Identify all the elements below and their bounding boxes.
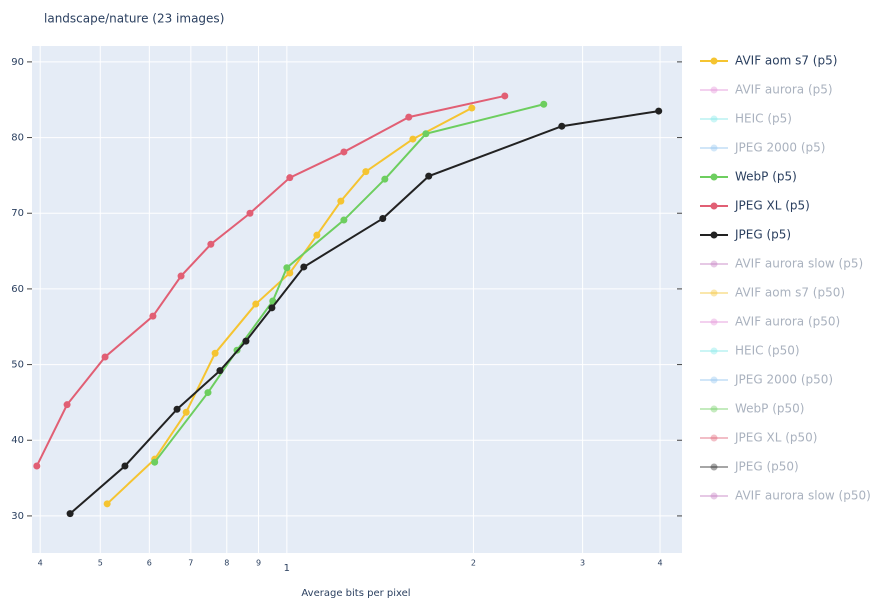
- y-tick-label: 40: [11, 435, 24, 446]
- legend-label[interactable]: JPEG (p50): [734, 460, 799, 474]
- legend-marker: [710, 318, 718, 326]
- data-point: [409, 135, 417, 143]
- y-tick-label: 60: [11, 284, 24, 295]
- x-tick-label: 6: [147, 559, 152, 568]
- data-point: [121, 462, 129, 470]
- legend-marker: [710, 463, 718, 471]
- legend-marker: [710, 405, 718, 413]
- plot-area: [32, 46, 682, 553]
- data-point: [340, 216, 348, 224]
- data-point: [252, 300, 260, 308]
- data-point: [381, 175, 389, 183]
- legend-marker: [710, 492, 718, 500]
- x-tick-label: 7: [188, 559, 193, 568]
- data-point: [211, 349, 219, 357]
- data-point: [173, 405, 181, 413]
- data-point: [242, 337, 250, 345]
- legend-label[interactable]: AVIF aurora slow (p50): [735, 489, 870, 503]
- data-point: [468, 104, 476, 112]
- legend-label[interactable]: JPEG 2000 (p5): [734, 141, 825, 155]
- x-tick-label: 3: [580, 559, 585, 568]
- data-point: [558, 122, 566, 130]
- data-point: [63, 401, 71, 409]
- chart-title: landscape/nature (23 images): [44, 12, 224, 26]
- x-axis-label: Average bits per pixel: [301, 588, 410, 599]
- y-tick-label: 70: [11, 208, 24, 219]
- legend-marker: [710, 86, 718, 94]
- data-point: [283, 264, 291, 272]
- legend-marker: [710, 202, 718, 210]
- x-tick-label: 4: [657, 559, 662, 568]
- legend-label[interactable]: JPEG XL (p50): [734, 431, 817, 445]
- data-point: [101, 353, 109, 361]
- data-point: [204, 389, 212, 397]
- data-point: [149, 312, 157, 320]
- legend-label[interactable]: WebP (p50): [735, 402, 804, 416]
- data-point: [313, 231, 321, 239]
- x-tick-label: 9: [256, 559, 261, 568]
- data-point: [405, 113, 413, 121]
- x-tick-label: 1: [284, 563, 290, 574]
- legend-label[interactable]: JPEG (p5): [734, 228, 791, 242]
- data-point: [66, 510, 74, 518]
- data-point: [425, 172, 433, 180]
- data-point: [540, 100, 548, 108]
- legend-marker: [710, 260, 718, 268]
- data-point: [268, 304, 276, 312]
- legend-label[interactable]: JPEG 2000 (p50): [734, 373, 833, 387]
- data-point: [300, 263, 308, 271]
- data-point: [207, 240, 215, 248]
- legend-marker: [710, 144, 718, 152]
- data-point: [151, 458, 159, 466]
- data-point: [269, 297, 277, 305]
- data-point: [216, 367, 224, 375]
- data-point: [177, 272, 185, 280]
- legend-label[interactable]: AVIF aom s7 (p50): [735, 286, 845, 300]
- y-tick-label: 90: [11, 57, 24, 68]
- data-point: [103, 500, 111, 508]
- legend-marker: [710, 231, 718, 239]
- x-tick-label: 8: [224, 559, 229, 568]
- data-point: [362, 168, 370, 176]
- legend-label[interactable]: AVIF aurora slow (p5): [735, 257, 863, 271]
- legend-marker: [710, 289, 718, 297]
- data-point: [286, 269, 294, 277]
- data-point: [501, 92, 509, 100]
- legend-marker: [710, 173, 718, 181]
- y-tick-label: 30: [11, 511, 24, 522]
- data-point: [655, 107, 663, 115]
- data-point: [340, 148, 348, 156]
- data-point: [422, 130, 430, 138]
- legend-label[interactable]: AVIF aurora (p50): [735, 315, 840, 329]
- data-point: [286, 174, 294, 182]
- x-tick-label: 5: [98, 559, 103, 568]
- legend-label[interactable]: HEIC (p50): [735, 344, 800, 358]
- legend-label[interactable]: HEIC (p5): [735, 112, 792, 126]
- data-point: [33, 462, 41, 470]
- legend-marker: [710, 115, 718, 123]
- data-point: [379, 215, 387, 223]
- data-point: [337, 197, 345, 205]
- x-tick-label: 4: [38, 559, 43, 568]
- legend-label[interactable]: AVIF aom s7 (p5): [735, 54, 837, 68]
- legend-marker: [710, 57, 718, 65]
- data-point: [182, 408, 190, 416]
- y-tick-label: 50: [11, 360, 24, 371]
- data-point: [246, 209, 254, 217]
- y-tick-label: 80: [11, 133, 24, 144]
- legend-label[interactable]: JPEG XL (p5): [734, 199, 810, 213]
- legend-marker: [710, 347, 718, 355]
- x-tick-label: 2: [471, 559, 476, 568]
- legend-label[interactable]: WebP (p5): [735, 170, 797, 184]
- legend-marker: [710, 434, 718, 442]
- legend-marker: [710, 376, 718, 384]
- legend-label[interactable]: AVIF aurora (p5): [735, 83, 833, 97]
